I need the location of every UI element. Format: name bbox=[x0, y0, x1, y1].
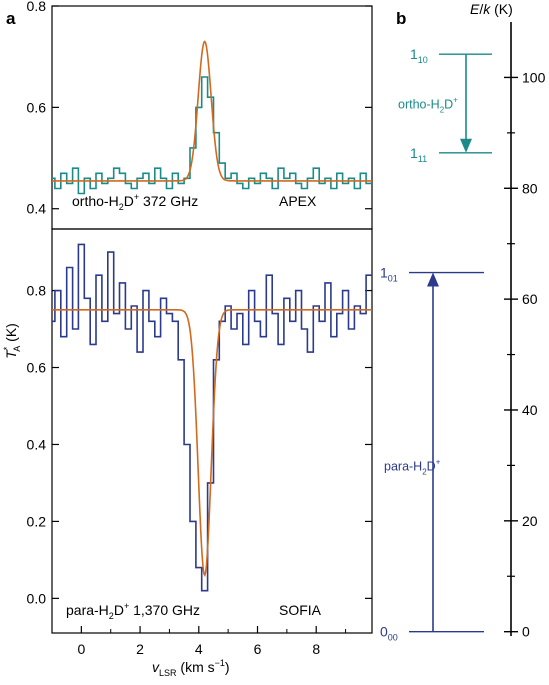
transitions: ortho-H2D+ para-H2D+ bbox=[384, 54, 472, 632]
energy-level-diagram: 0 20 40 60 80 100 E/k (K) 110 111 101 000 ortho-… bbox=[380, 1, 546, 643]
panel-b-label: b bbox=[396, 9, 406, 28]
y-tick-label: 0.4 bbox=[27, 201, 47, 217]
x-tick-label: 8 bbox=[312, 641, 320, 657]
x-axis-label: vLSR (km s−1) bbox=[152, 658, 230, 678]
y-tick-label: 0.2 bbox=[27, 513, 47, 529]
para-axes: 0.0 0.2 0.4 0.6 0.8 0 2 4 6 8 bbox=[27, 283, 372, 657]
energy-tick-label: 60 bbox=[522, 291, 538, 307]
para-annotation: para-H2D+ 1,370 GHz bbox=[66, 601, 200, 621]
panel-a-label: a bbox=[6, 9, 16, 28]
ortho-gaussian-fit bbox=[52, 40, 372, 182]
energy-axis-label: E/k (K) bbox=[470, 1, 513, 17]
energy-level-label: 101 bbox=[380, 265, 398, 284]
para-spectrum-line bbox=[52, 243, 372, 592]
energy-level-label: 110 bbox=[410, 46, 428, 65]
x-tick-label: 4 bbox=[195, 641, 203, 657]
energy-tick-label: 100 bbox=[522, 69, 546, 85]
para-spectrum-panel: 0.0 0.2 0.4 0.6 0.8 0 2 4 6 8 para-H2D+ 1,370 GHz… bbox=[2, 228, 373, 678]
y-axis-label: T*A (K) bbox=[2, 323, 22, 359]
para-arrow-head bbox=[427, 272, 439, 287]
x-tick-label: 6 bbox=[254, 641, 262, 657]
apex-label: APEX bbox=[279, 193, 317, 209]
para-transition-label: para-H2D+ bbox=[384, 457, 441, 476]
sofia-label: SOFIA bbox=[279, 602, 322, 618]
ortho-transition-label: ortho-H2D+ bbox=[398, 95, 458, 114]
energy-tick-label: 0 bbox=[522, 624, 530, 640]
ortho-y-axis: 0.4 0.6 0.8 bbox=[27, 0, 372, 217]
y-tick-label: 0.6 bbox=[27, 99, 47, 115]
x-tick-label: 2 bbox=[136, 641, 144, 657]
y-tick-label: 0.4 bbox=[27, 436, 47, 452]
energy-tick-label: 20 bbox=[522, 513, 538, 529]
ortho-spectrum-line bbox=[52, 76, 372, 195]
para-gaussian-fit bbox=[52, 309, 372, 578]
energy-tick-label: 80 bbox=[522, 180, 538, 196]
para-plot-frame bbox=[51, 228, 373, 634]
ortho-spectrum-panel: 0.4 0.6 0.8 ortho-H2D+ 372 GHz APEX bbox=[27, 0, 373, 230]
ortho-annotation: ortho-H2D+ 372 GHz bbox=[72, 192, 198, 212]
y-tick-label: 0.6 bbox=[27, 360, 47, 376]
y-tick-label: 0.8 bbox=[27, 0, 47, 14]
y-tick-label: 0.0 bbox=[27, 590, 47, 606]
energy-levels: 110 111 101 000 bbox=[380, 46, 492, 643]
x-tick-label: 0 bbox=[77, 641, 85, 657]
energy-level-label: 111 bbox=[410, 145, 427, 164]
energy-level-label: 000 bbox=[380, 624, 398, 643]
y-tick-label: 0.8 bbox=[27, 283, 47, 299]
energy-axis-ticks: 0 20 40 60 80 100 bbox=[504, 69, 546, 640]
ortho-arrow-head bbox=[460, 138, 472, 153]
energy-tick-label: 40 bbox=[522, 402, 538, 418]
